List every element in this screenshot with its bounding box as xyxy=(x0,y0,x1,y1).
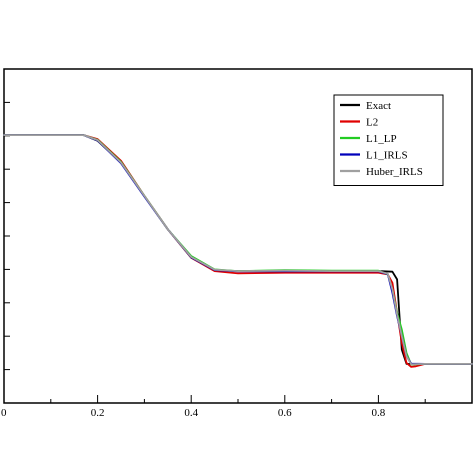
x-tick-label: 0.4 xyxy=(184,407,198,419)
legend-label: L1_IRLS xyxy=(366,150,408,162)
legend-label: Exact xyxy=(366,100,391,112)
legend: Exact L2 L1_LP L1_IRLS Huber_IRLS xyxy=(333,94,444,186)
axes: 0 0.2 0.4 0.6 0.8 xyxy=(1,68,473,419)
x-tick-label: 0.2 xyxy=(91,407,105,419)
x-tick-label: 0.6 xyxy=(278,407,292,419)
x-tick-label: 0.8 xyxy=(372,407,386,419)
legend-label: Huber_IRLS xyxy=(366,166,423,178)
legend-label: L2 xyxy=(366,117,378,129)
x-tick-label: 0 xyxy=(1,407,7,419)
legend-label: L1_LP xyxy=(366,133,397,145)
series-line-huber-irls xyxy=(3,134,473,366)
series-lines xyxy=(3,134,473,368)
